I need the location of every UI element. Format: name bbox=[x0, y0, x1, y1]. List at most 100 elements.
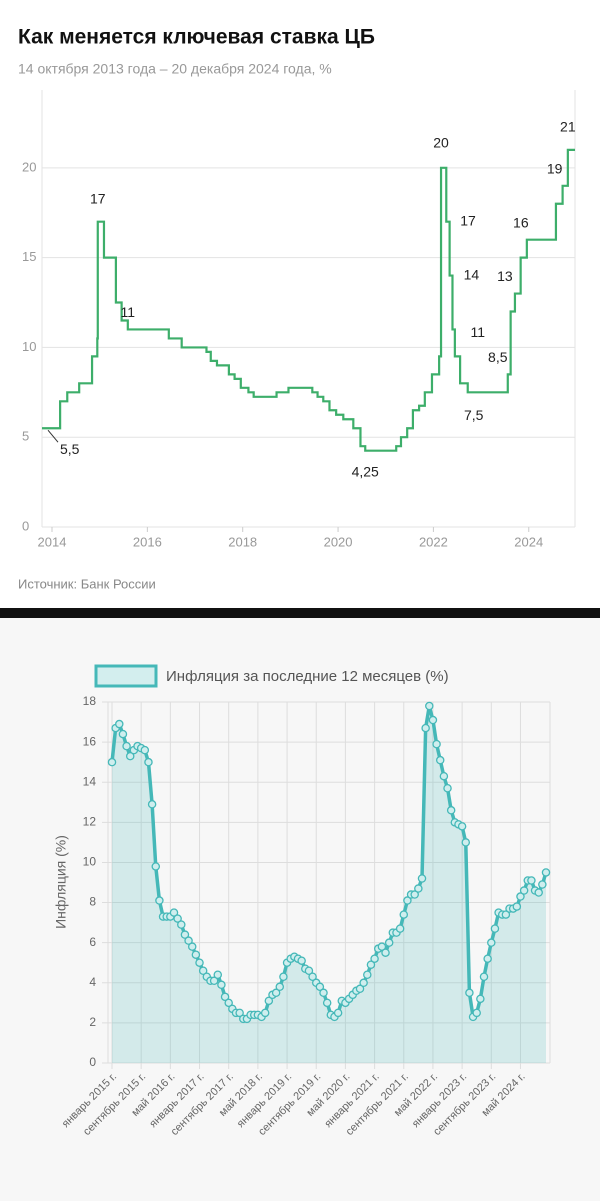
point bbox=[472, 1008, 481, 1018]
y-tick-label: 12 bbox=[83, 815, 97, 829]
point bbox=[395, 924, 405, 933]
point bbox=[384, 938, 394, 947]
point bbox=[315, 982, 325, 992]
source: Источник: Банк России bbox=[18, 576, 156, 591]
point bbox=[399, 910, 409, 919]
y-tick-label: 6 bbox=[89, 935, 96, 949]
point bbox=[403, 896, 412, 905]
point bbox=[177, 920, 186, 929]
point bbox=[483, 954, 492, 963]
point bbox=[125, 751, 135, 761]
point bbox=[140, 745, 150, 755]
point bbox=[147, 800, 157, 809]
y-tick-label: 0 bbox=[22, 518, 29, 533]
point bbox=[432, 739, 441, 749]
legend-label: Инфляция за последние 12 месяцев (%) bbox=[166, 668, 449, 685]
point bbox=[304, 966, 314, 975]
point bbox=[414, 884, 423, 893]
y-tick-label: 14 bbox=[83, 774, 97, 788]
point bbox=[198, 966, 208, 975]
point bbox=[169, 908, 179, 917]
point bbox=[322, 998, 332, 1008]
y-tick-label: 5 bbox=[22, 429, 29, 444]
y-tick-label: 15 bbox=[22, 249, 36, 264]
leader bbox=[47, 429, 59, 443]
point bbox=[410, 890, 419, 899]
point bbox=[355, 984, 365, 994]
point bbox=[333, 1008, 343, 1018]
y-tick-label: 16 bbox=[83, 734, 97, 748]
point bbox=[122, 741, 131, 751]
chart-title: Как меняется ключевая ставка ЦБ bbox=[18, 26, 375, 49]
point bbox=[319, 988, 328, 998]
top-panel bbox=[0, 0, 600, 608]
point bbox=[151, 862, 161, 871]
annotation: 20 bbox=[433, 135, 449, 151]
annotation: 14 bbox=[464, 266, 480, 282]
y-tick-label: 20 bbox=[22, 159, 36, 174]
annotation: 4,25 bbox=[352, 463, 379, 479]
point bbox=[180, 930, 190, 939]
chart-subtitle: 14 октября 2013 года – 20 декабря 2024 г… bbox=[18, 61, 332, 77]
y-tick-label: 8 bbox=[89, 895, 96, 909]
point bbox=[465, 988, 474, 998]
point bbox=[370, 954, 379, 963]
point bbox=[224, 998, 233, 1008]
annotation: 16 bbox=[513, 214, 529, 230]
point bbox=[363, 970, 372, 980]
annotation: 8,5 bbox=[488, 349, 508, 365]
point bbox=[457, 822, 467, 831]
annotation: 11 bbox=[121, 304, 136, 320]
y-axis-label: Инфляция (%) bbox=[53, 835, 69, 929]
y-tick-label: 0 bbox=[89, 1055, 96, 1069]
point bbox=[527, 876, 536, 885]
legend-swatch bbox=[94, 664, 158, 688]
divider bbox=[0, 608, 600, 618]
point bbox=[417, 874, 427, 883]
point bbox=[490, 924, 500, 933]
point bbox=[220, 992, 230, 1002]
point bbox=[377, 942, 387, 951]
point bbox=[516, 892, 525, 901]
point bbox=[155, 896, 164, 905]
y-tick-label: 10 bbox=[83, 855, 97, 869]
point bbox=[512, 902, 522, 911]
point bbox=[479, 972, 489, 982]
point bbox=[144, 757, 153, 767]
area-fill bbox=[112, 706, 546, 1063]
point bbox=[195, 958, 204, 967]
y-tick-label: 18 bbox=[83, 694, 97, 708]
point bbox=[297, 956, 306, 965]
x-tick-label: 2014 bbox=[38, 534, 67, 549]
point bbox=[191, 950, 201, 959]
point bbox=[173, 914, 182, 923]
y-tick-label: 2 bbox=[89, 1015, 96, 1029]
point bbox=[279, 972, 288, 982]
annotation: 21 bbox=[560, 119, 576, 135]
point bbox=[439, 771, 449, 781]
point bbox=[421, 723, 430, 733]
point bbox=[264, 996, 274, 1006]
point bbox=[443, 783, 452, 793]
point bbox=[425, 701, 434, 711]
point bbox=[308, 972, 317, 982]
point bbox=[381, 948, 390, 957]
point bbox=[271, 988, 281, 998]
point bbox=[501, 910, 511, 919]
point bbox=[476, 994, 485, 1004]
point bbox=[260, 1008, 270, 1018]
point bbox=[217, 980, 226, 990]
point bbox=[213, 970, 223, 980]
point bbox=[115, 719, 124, 729]
annotation: 19 bbox=[547, 160, 563, 176]
point bbox=[538, 880, 547, 889]
point bbox=[541, 868, 551, 877]
x-tick-label: 2022 bbox=[419, 534, 448, 549]
point bbox=[187, 942, 197, 951]
x-tick-label: 2024 bbox=[514, 534, 543, 549]
annotation: 11 bbox=[470, 324, 485, 340]
point bbox=[184, 936, 193, 945]
point bbox=[435, 755, 445, 765]
point bbox=[487, 938, 496, 947]
